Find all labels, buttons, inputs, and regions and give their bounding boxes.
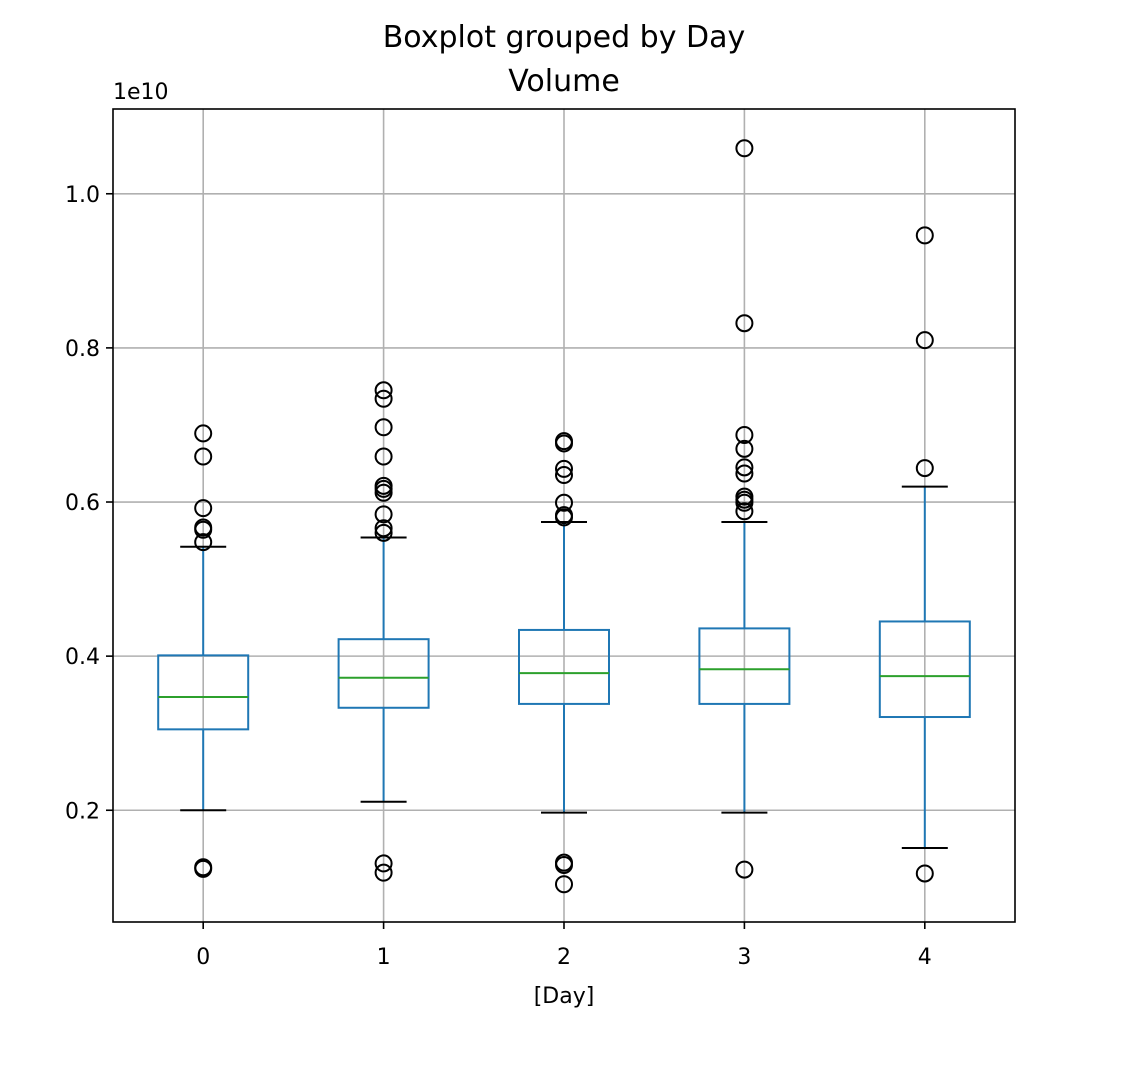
- outlier-point: [555, 493, 573, 512]
- outlier-point: [555, 466, 573, 485]
- outlier-point: [735, 314, 754, 333]
- y-tick-label: 0.8: [65, 337, 100, 362]
- box-body: [878, 620, 971, 719]
- outlier-point: [735, 458, 754, 477]
- outlier-point: [915, 226, 934, 245]
- box-group-1: [337, 381, 430, 882]
- outlier-point: [735, 425, 754, 444]
- y-tick-label: 0.2: [65, 799, 100, 824]
- y-tick-label: 0.6: [65, 491, 100, 516]
- outlier-point: [735, 464, 754, 483]
- outlier-point: [374, 418, 393, 437]
- outlier-point: [374, 505, 393, 524]
- outlier-point: [194, 424, 213, 443]
- outlier-point: [555, 434, 573, 453]
- outlier-point: [735, 502, 754, 521]
- box-body: [518, 628, 610, 705]
- chart-subtitle: Volume: [508, 64, 620, 99]
- outlier-point: [915, 331, 934, 350]
- chart-title: Boxplot grouped by Day: [383, 20, 746, 55]
- outlier-point: [555, 459, 573, 478]
- outlier-point: [194, 499, 213, 518]
- outlier-point: [374, 447, 393, 466]
- outlier-point: [194, 447, 213, 466]
- outlier-point: [374, 863, 393, 882]
- x-tick-label: 2: [557, 945, 571, 970]
- outlier-point: [735, 139, 754, 158]
- x-tick-label: 3: [737, 945, 751, 970]
- x-axis-label: [Day]: [534, 984, 595, 1009]
- outlier-point: [374, 519, 393, 538]
- x-tick-label: 4: [918, 945, 932, 970]
- plot-frame: [112, 108, 1016, 923]
- outlier-point: [374, 381, 393, 400]
- outlier-point: [555, 855, 573, 874]
- outlier-point: [374, 523, 393, 542]
- y-tick-label: 0.4: [65, 645, 100, 670]
- outlier-point: [374, 483, 393, 502]
- box-group-2: [518, 432, 610, 894]
- y-offset-label: 1e10: [113, 80, 169, 105]
- x-tick-label: 1: [377, 945, 391, 970]
- outlier-point: [915, 459, 934, 478]
- outlier-point: [735, 439, 754, 458]
- outlier-point: [735, 860, 754, 879]
- box-group-3: [698, 139, 791, 879]
- box-body: [157, 654, 250, 731]
- y-tick-label: 1.0: [65, 183, 100, 208]
- box-group-0: [157, 424, 250, 878]
- outlier-point: [555, 875, 573, 894]
- x-tick-label: 0: [196, 945, 210, 970]
- outlier-point: [915, 864, 934, 883]
- outlier-point: [194, 533, 213, 552]
- boxes: [157, 139, 971, 894]
- box-body: [698, 627, 791, 705]
- box-body: [337, 638, 430, 709]
- outlier-point: [735, 493, 754, 512]
- outlier-point: [374, 389, 393, 408]
- outlier-point: [194, 520, 213, 539]
- outlier-point: [555, 508, 573, 527]
- outlier-point: [194, 859, 213, 878]
- box-group-4: [878, 226, 971, 883]
- axis-ticks: 0.2 0.4 0.6 0.8 1.0 0 1 2 3 4: [65, 183, 932, 970]
- outlier-point: [374, 854, 393, 873]
